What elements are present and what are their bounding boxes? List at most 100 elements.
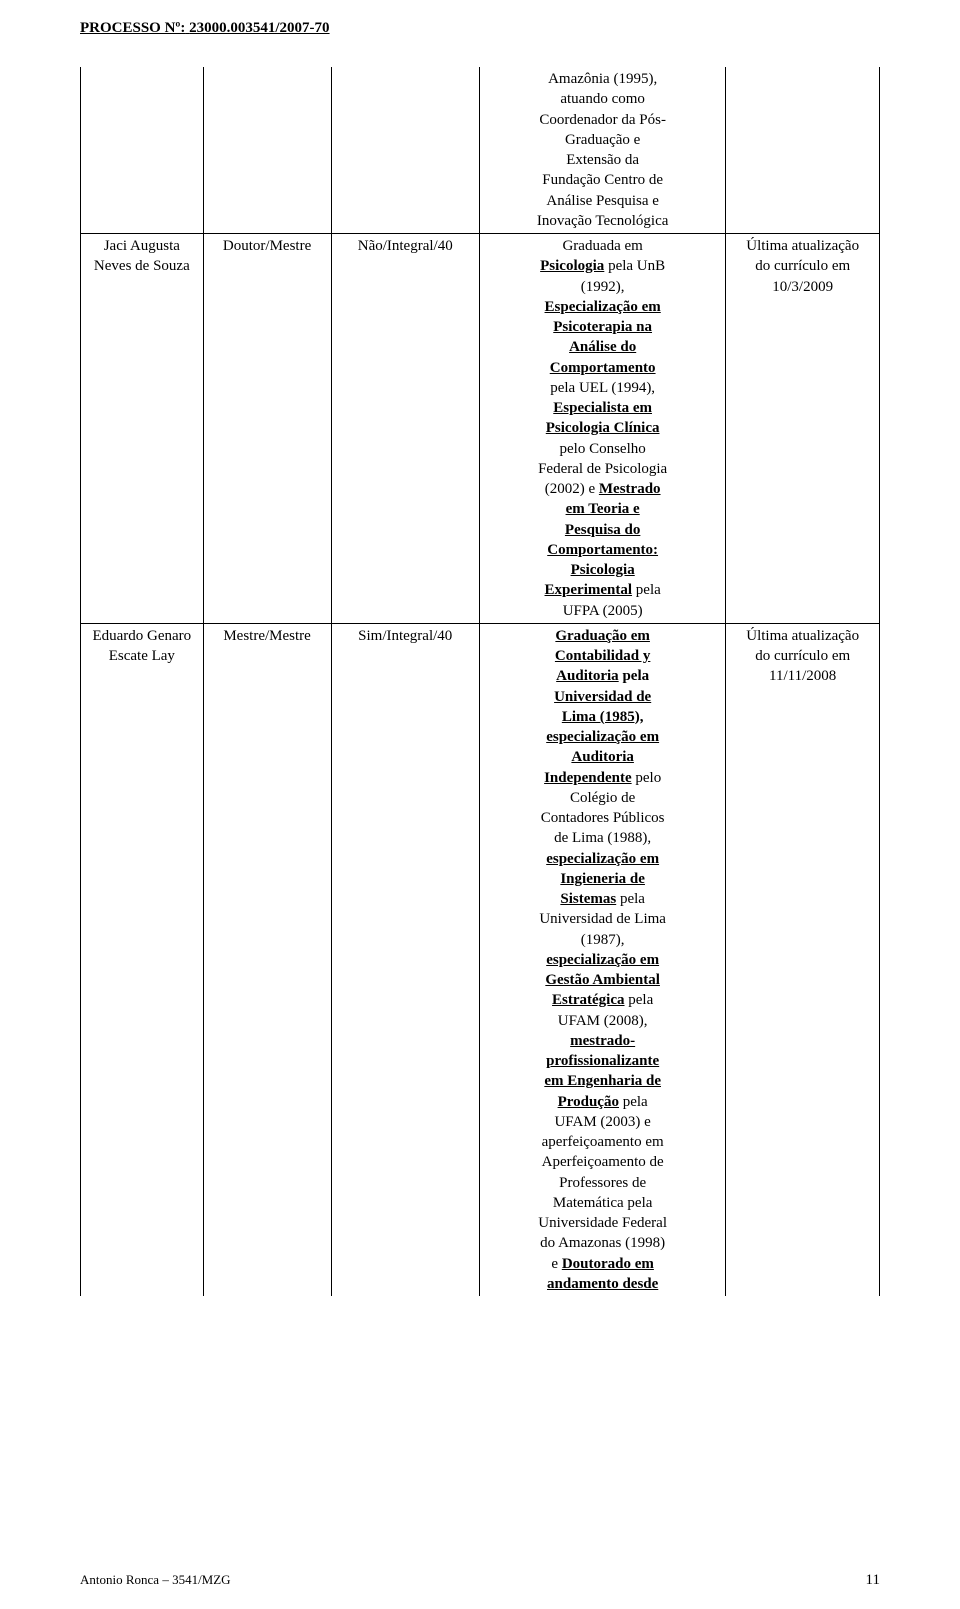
faculty-title: Mestre/Mestre — [223, 628, 310, 644]
desc-text: UFPA (2005) — [563, 603, 643, 619]
cell-name-row1: Jaci Augusta Neves de Souza — [81, 234, 204, 624]
cell-title-row1: Doutor/Mestre — [203, 234, 331, 624]
desc-bold-underline: Psicologia Clínica — [546, 420, 660, 436]
desc-text: e — [551, 1256, 561, 1272]
cell-empty — [331, 67, 479, 234]
faculty-title: Doutor/Mestre — [223, 238, 311, 254]
desc-bold-underline: Análise do — [569, 339, 636, 355]
desc-text: Aperfeiçoamento de — [542, 1154, 664, 1170]
desc-bold-underline: profissionalizante — [546, 1053, 659, 1069]
faculty-table: Amazônia (1995), atuando como Coordenado… — [80, 67, 880, 1296]
desc-bold-underline: Sistemas — [560, 891, 616, 907]
update-line: Última atualização — [746, 628, 859, 644]
desc-text: Colégio de — [570, 790, 635, 806]
desc-text: de Lima (1988), — [554, 830, 651, 846]
desc-block: Graduada em Psicologia pela UnB (1992), … — [484, 236, 721, 621]
desc-text: Extensão da — [566, 152, 639, 168]
cell-empty — [726, 67, 880, 234]
desc-text: Análise Pesquisa e — [546, 193, 658, 209]
desc-block: Amazônia (1995), atuando como Coordenado… — [484, 69, 721, 231]
desc-text: Coordenador da Pós- — [539, 112, 666, 128]
desc-text: atuando como — [560, 91, 645, 107]
update-line: 10/3/2009 — [772, 279, 833, 295]
desc-bold-underline: especialização em — [546, 952, 659, 968]
desc-bold-underline: Gestão Ambiental — [545, 972, 660, 988]
desc-text: UFAM (2003) e — [554, 1114, 650, 1130]
cell-description-row1: Graduada em Psicologia pela UnB (1992), … — [479, 234, 725, 624]
desc-bold-underline: Universidad de — [554, 689, 651, 705]
cell-update-row1: Última atualização do currículo em 10/3/… — [726, 234, 880, 624]
desc-block: Graduação em Contabilidad y Auditoria pe… — [484, 626, 721, 1294]
desc-text: pela — [632, 582, 661, 598]
desc-text: pela — [616, 891, 645, 907]
desc-text: Contadores Públicos — [541, 810, 665, 826]
desc-text: pelo Conselho — [560, 441, 646, 457]
desc-text: Matemática pela — [553, 1195, 653, 1211]
update-line: do currículo em — [755, 258, 850, 274]
desc-bold-underline: andamento desde — [547, 1276, 658, 1292]
desc-bold-underline: Doutorado em — [562, 1256, 654, 1272]
cell-empty — [81, 67, 204, 234]
desc-bold-underline: Psicologia — [540, 258, 604, 274]
desc-bold-underline: Estratégica — [552, 992, 624, 1008]
desc-bold-underline: Psicoterapia na — [553, 319, 652, 335]
desc-bold-underline: especialização em — [546, 729, 659, 745]
processo-label: PROCESSO Nº: — [80, 20, 185, 36]
table-row: Eduardo Genaro Escate Lay Mestre/Mestre … — [81, 623, 880, 1296]
desc-bold-underline: Ingieneria de — [560, 871, 645, 887]
cell-empty — [203, 67, 331, 234]
faculty-regime: Não/Integral/40 — [358, 238, 453, 254]
faculty-name: Eduardo Genaro Escate Lay — [92, 628, 191, 664]
desc-text: Graduada em — [562, 238, 642, 254]
cell-title-row2: Mestre/Mestre — [203, 623, 331, 1296]
cell-regime-row2: Sim/Integral/40 — [331, 623, 479, 1296]
cell-name-row2: Eduardo Genaro Escate Lay — [81, 623, 204, 1296]
desc-bold: pela — [619, 668, 649, 684]
desc-text: (1992), — [581, 279, 625, 295]
desc-bold-underline: Auditoria — [556, 668, 619, 684]
update-line: Última atualização — [746, 238, 859, 254]
update-line: do currículo em — [755, 648, 850, 664]
cell-regime-row1: Não/Integral/40 — [331, 234, 479, 624]
page-footer: Antonio Ronca – 3541/MZG 11 — [80, 1572, 880, 1589]
faculty-name: Jaci Augusta Neves de Souza — [94, 238, 190, 274]
desc-bold-underline: Auditoria — [571, 749, 634, 765]
table-row: Amazônia (1995), atuando como Coordenado… — [81, 67, 880, 234]
faculty-regime: Sim/Integral/40 — [358, 628, 452, 644]
desc-bold-underline: Psicologia — [571, 562, 635, 578]
desc-text: Amazônia (1995), — [548, 71, 657, 87]
desc-text: Universidade Federal — [538, 1215, 667, 1231]
desc-bold-underline: mestrado- — [570, 1033, 635, 1049]
desc-bold-underline: Pesquisa do — [565, 522, 640, 538]
desc-text: (1987), — [581, 932, 625, 948]
desc-bold-underline: Graduação em — [555, 628, 650, 644]
desc-bold-underline: especialização em — [546, 851, 659, 867]
page-number: 11 — [866, 1572, 880, 1589]
desc-text: do Amazonas (1998) — [540, 1235, 665, 1251]
desc-text: pela — [625, 992, 654, 1008]
cell-description-top: Amazônia (1995), atuando como Coordenado… — [479, 67, 725, 234]
desc-text: (2002) e — [545, 481, 599, 497]
desc-text: Inovação Tecnológica — [537, 213, 669, 229]
desc-text: pela UEL (1994), — [550, 380, 655, 396]
desc-bold-underline: Produção — [558, 1094, 619, 1110]
page-container: PROCESSO Nº: 23000.003541/2007-70 Amazôn… — [0, 0, 960, 1609]
desc-text: pela — [619, 1094, 648, 1110]
desc-bold-underline: Especialização em — [545, 299, 661, 315]
header-processo: PROCESSO Nº: 23000.003541/2007-70 — [80, 20, 880, 37]
desc-bold-underline: Especialista em — [553, 400, 652, 416]
desc-text: UFAM (2008), — [558, 1013, 648, 1029]
desc-text: Universidad de Lima — [539, 911, 666, 927]
desc-text: pela UnB — [604, 258, 665, 274]
desc-text: Federal de Psicologia — [538, 461, 667, 477]
desc-bold-underline: Comportamento: — [547, 542, 658, 558]
update-line: 11/11/2008 — [769, 668, 836, 684]
desc-bold-underline: Independente — [544, 770, 632, 786]
footer-left: Antonio Ronca – 3541/MZG — [80, 1572, 231, 1589]
desc-text: aperfeiçoamento em — [542, 1134, 664, 1150]
desc-text: Professores de — [559, 1175, 646, 1191]
desc-text: Fundação Centro de — [542, 172, 663, 188]
desc-bold-underline: Contabilidad y — [555, 648, 650, 664]
cell-update-row2: Última atualização do currículo em 11/11… — [726, 623, 880, 1296]
desc-text: Graduação e — [565, 132, 640, 148]
